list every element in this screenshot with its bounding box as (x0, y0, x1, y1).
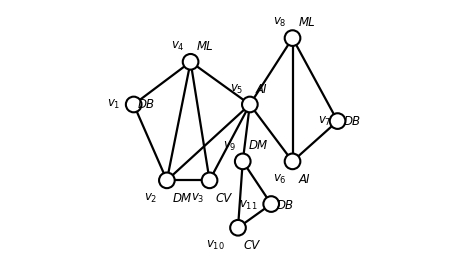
Text: AI: AI (256, 83, 268, 96)
Circle shape (159, 172, 175, 188)
Circle shape (285, 30, 300, 46)
Circle shape (202, 172, 218, 188)
Text: $v_9$: $v_9$ (223, 139, 237, 152)
Text: AI: AI (298, 173, 310, 186)
Text: ML: ML (298, 16, 315, 29)
Circle shape (230, 220, 246, 235)
Text: DM: DM (248, 139, 268, 152)
Text: $v_{11}$: $v_{11}$ (239, 199, 258, 212)
Text: DM: DM (173, 192, 192, 205)
Text: $v_3$: $v_3$ (191, 192, 205, 205)
Text: $v_4$: $v_4$ (171, 40, 185, 53)
Text: $v_1$: $v_1$ (107, 98, 120, 111)
Text: $v_5$: $v_5$ (230, 83, 244, 96)
Circle shape (183, 54, 198, 70)
Circle shape (242, 97, 258, 112)
Text: $v_2$: $v_2$ (144, 192, 158, 205)
Circle shape (263, 196, 279, 212)
Text: CV: CV (244, 239, 260, 252)
Circle shape (235, 154, 250, 169)
Text: DB: DB (137, 98, 154, 111)
Text: DB: DB (277, 199, 294, 212)
Text: $v_8$: $v_8$ (273, 16, 287, 29)
Text: $v_{10}$: $v_{10}$ (206, 239, 225, 252)
Text: CV: CV (216, 192, 232, 205)
Text: $v_6$: $v_6$ (273, 173, 287, 186)
Text: DB: DB (344, 115, 360, 128)
Circle shape (126, 97, 141, 112)
Text: ML: ML (197, 40, 213, 53)
Text: $v_7$: $v_7$ (318, 115, 332, 128)
Circle shape (285, 154, 300, 169)
Circle shape (330, 113, 346, 129)
